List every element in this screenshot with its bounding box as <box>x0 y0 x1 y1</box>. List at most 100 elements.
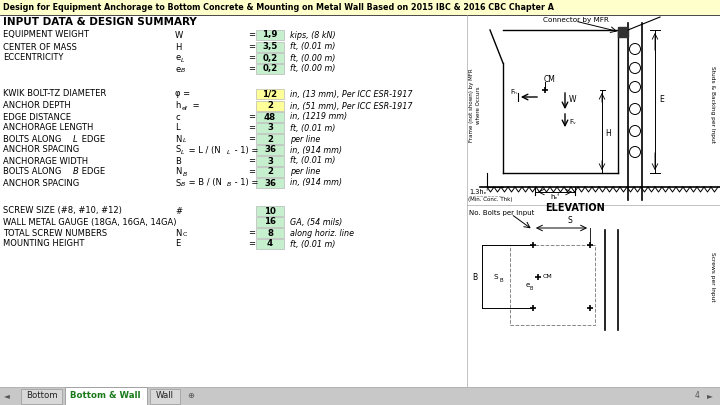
Circle shape <box>629 62 641 73</box>
Bar <box>256 101 284 111</box>
Text: ANCHORAGE LENGTH: ANCHORAGE LENGTH <box>3 124 94 132</box>
Text: H: H <box>605 128 611 138</box>
Text: Fₕ: Fₕ <box>510 89 517 95</box>
Text: 1,9: 1,9 <box>262 30 278 40</box>
Text: ANCHOR DEPTH: ANCHOR DEPTH <box>3 102 71 111</box>
Text: L: L <box>183 139 186 143</box>
Circle shape <box>629 104 641 115</box>
Text: L: L <box>181 58 184 62</box>
Text: 16: 16 <box>264 217 276 226</box>
Text: in, (1219 mm): in, (1219 mm) <box>290 113 347 121</box>
Text: 48: 48 <box>264 113 276 121</box>
Text: L: L <box>175 124 179 132</box>
Text: CM: CM <box>543 275 553 279</box>
Text: L: L <box>181 149 184 154</box>
Text: - 1) =: - 1) = <box>232 179 258 188</box>
Text: e: e <box>526 282 530 288</box>
Text: 3: 3 <box>267 156 273 166</box>
Bar <box>0 0 720 15</box>
Bar <box>256 228 284 238</box>
Text: E: E <box>175 239 180 249</box>
Text: Studs & Backing per Input: Studs & Backing per Input <box>709 66 714 143</box>
Text: ft, (0.01 m): ft, (0.01 m) <box>290 43 336 51</box>
Text: 1/2: 1/2 <box>262 90 278 98</box>
Text: 3,5: 3,5 <box>262 43 278 51</box>
Bar <box>256 89 284 99</box>
Text: in, (51 mm), Per ICC ESR-1917: in, (51 mm), Per ICC ESR-1917 <box>290 102 413 111</box>
Text: - 1) =: - 1) = <box>232 145 258 154</box>
Text: ►: ► <box>707 392 713 401</box>
Text: W: W <box>175 30 184 40</box>
Text: ft, (0.01 m): ft, (0.01 m) <box>290 124 336 132</box>
Circle shape <box>629 43 641 55</box>
Text: per line: per line <box>290 168 320 177</box>
Text: ANCHOR SPACING: ANCHOR SPACING <box>3 145 79 154</box>
Bar <box>256 167 284 177</box>
Text: 3: 3 <box>267 124 273 132</box>
Text: hₑᶠ: hₑᶠ <box>550 194 559 200</box>
Text: GA, (54 mils): GA, (54 mils) <box>290 217 342 226</box>
Bar <box>21 389 62 404</box>
Text: 4: 4 <box>695 392 699 401</box>
Text: =: = <box>248 64 255 73</box>
Text: B: B <box>175 156 181 166</box>
Text: 2: 2 <box>267 102 273 111</box>
Text: kips, (8 kN): kips, (8 kN) <box>290 30 336 40</box>
Bar <box>256 156 284 166</box>
Text: EDGE: EDGE <box>79 134 105 143</box>
Text: =: = <box>248 156 255 166</box>
Text: Wall: Wall <box>156 392 174 401</box>
Text: ELEVATION: ELEVATION <box>545 203 605 213</box>
Text: Design for Equipment Anchorage to Bottom Concrete & Mounting on Metal Wall Based: Design for Equipment Anchorage to Bottom… <box>3 4 554 13</box>
Text: B: B <box>530 286 534 290</box>
Text: = B / (N: = B / (N <box>186 179 222 188</box>
Text: BOLTS ALONG: BOLTS ALONG <box>3 168 64 177</box>
Bar <box>256 123 284 133</box>
Circle shape <box>629 81 641 92</box>
Text: H: H <box>175 43 181 51</box>
Text: S: S <box>494 274 499 280</box>
Text: =: = <box>190 102 199 111</box>
Bar <box>256 30 284 40</box>
Bar <box>256 206 284 216</box>
Text: where Occurs: where Occurs <box>475 86 480 124</box>
Text: along horiz. line: along horiz. line <box>290 228 354 237</box>
Text: =: = <box>248 43 255 51</box>
Bar <box>0 387 720 405</box>
Bar <box>256 42 284 52</box>
Text: ⊕: ⊕ <box>187 392 194 401</box>
Text: B: B <box>500 279 503 284</box>
Text: =: = <box>248 134 255 143</box>
Text: ◄: ◄ <box>4 392 10 401</box>
Text: W: W <box>569 96 577 104</box>
Text: =: = <box>248 30 255 40</box>
Bar <box>256 239 284 249</box>
Text: MOUNTING HEIGHT: MOUNTING HEIGHT <box>3 239 84 249</box>
Text: SCREW SIZE (#8, #10, #12): SCREW SIZE (#8, #10, #12) <box>3 207 122 215</box>
Text: 4: 4 <box>267 239 273 249</box>
Text: ef: ef <box>182 105 188 111</box>
Text: Connector by MFR: Connector by MFR <box>543 17 609 23</box>
Text: =: = <box>248 124 255 132</box>
Text: INPUT DATA & DESIGN SUMMARY: INPUT DATA & DESIGN SUMMARY <box>3 17 197 27</box>
Text: EQUIPMENT WEIGHT: EQUIPMENT WEIGHT <box>3 30 89 40</box>
Circle shape <box>629 126 641 136</box>
Bar <box>256 112 284 122</box>
Text: KWIK BOLT-TZ DIAMETER: KWIK BOLT-TZ DIAMETER <box>3 90 107 98</box>
Text: C: C <box>183 232 187 237</box>
Bar <box>256 53 284 63</box>
Text: ft, (0.00 m): ft, (0.00 m) <box>290 64 336 73</box>
Text: EDGE DISTANCE: EDGE DISTANCE <box>3 113 71 121</box>
Text: =: = <box>248 228 255 237</box>
Text: EDGE: EDGE <box>79 168 105 177</box>
Text: B: B <box>181 68 185 73</box>
Bar <box>256 64 284 74</box>
Text: TOTAL SCREW NUMBERS: TOTAL SCREW NUMBERS <box>3 228 107 237</box>
Text: ft, (0.01 m): ft, (0.01 m) <box>290 156 336 166</box>
Text: S: S <box>567 216 572 225</box>
Text: 8: 8 <box>267 228 273 237</box>
Text: ANCHOR SPACING: ANCHOR SPACING <box>3 179 79 188</box>
Text: L: L <box>227 149 230 154</box>
Bar <box>256 134 284 144</box>
Text: CENTER OF MASS: CENTER OF MASS <box>3 43 77 51</box>
